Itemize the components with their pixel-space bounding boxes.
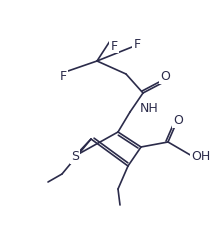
- Text: F: F: [133, 38, 141, 51]
- Text: F: F: [59, 69, 67, 82]
- Text: F: F: [110, 39, 118, 52]
- Text: NH: NH: [140, 102, 159, 115]
- Text: O: O: [173, 114, 183, 127]
- Text: O: O: [160, 70, 170, 83]
- Text: OH: OH: [191, 150, 211, 163]
- Text: S: S: [71, 150, 79, 163]
